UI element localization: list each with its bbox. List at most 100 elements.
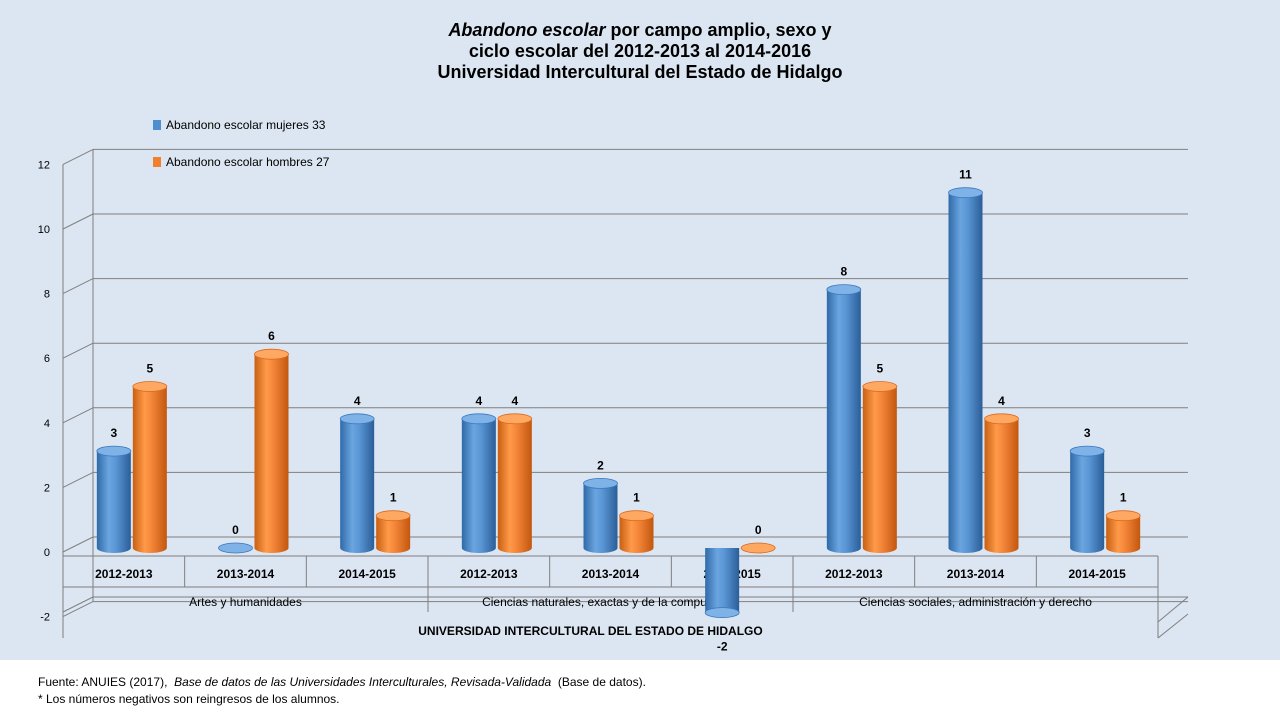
bar-top: [984, 413, 1019, 425]
chart-title-line1: Abandono escolar por campo amplio, sexo …: [0, 20, 1280, 41]
bar-body: [254, 354, 289, 553]
data-label: 5: [876, 362, 883, 376]
category-label: 2014-2015: [338, 567, 396, 581]
category-floor-edge: [1157, 613, 1189, 639]
chart-title-line3: Universidad Intercultural del Estado de …: [437, 62, 843, 82]
gridline-side: [62, 278, 94, 295]
bar-top: [461, 413, 497, 425]
category-label: 2013-2014: [582, 567, 640, 581]
floor-left-edge: [62, 596, 94, 613]
footer-source-title: Base de datos de las Universidades Inter…: [174, 675, 552, 689]
data-label: 4: [354, 394, 361, 408]
category-label: 2013-2014: [217, 567, 275, 581]
bar-top: [862, 381, 898, 392]
data-label: 1: [1120, 491, 1127, 505]
bar-top: [96, 445, 132, 457]
gridline-side: [62, 148, 94, 165]
bar-body: [340, 418, 375, 553]
data-label: 6: [268, 329, 275, 343]
bar-top: [497, 413, 533, 425]
data-label: 4: [998, 394, 1005, 408]
data-label: 4: [475, 394, 482, 408]
bar-body: [1070, 451, 1105, 553]
legend-swatch: [153, 157, 161, 167]
data-label: 1: [390, 491, 397, 505]
gridline-side: [62, 601, 94, 618]
y-tick-label: 8: [44, 289, 50, 301]
bar-body: [497, 418, 532, 553]
y-tick-label: 6: [44, 353, 50, 365]
y-tick-label: -2: [40, 612, 50, 624]
bar-top: [619, 510, 654, 522]
data-label: 0: [232, 523, 239, 537]
bar-top: [375, 510, 411, 522]
data-label: -2: [717, 640, 728, 654]
bar-body: [96, 451, 131, 553]
category-label: 2012-2013: [95, 567, 153, 581]
bar-body: [862, 386, 897, 553]
group-label: Ciencias sociales, administración y dere…: [859, 595, 1092, 609]
outer-category-label: UNIVERSIDAD INTERCULTURAL DEL ESTADO DE …: [418, 624, 762, 638]
bar-top: [826, 284, 862, 296]
y-tick-label: 0: [44, 547, 50, 559]
bar-body: [461, 418, 496, 553]
gridline-side: [62, 407, 94, 424]
data-label: 0: [755, 523, 762, 537]
bar-top: [132, 381, 168, 392]
footer-source: Fuente: ANUIES (2017), Base de datos de …: [38, 674, 646, 691]
data-label: 5: [146, 362, 153, 376]
y-tick-label: 4: [44, 418, 50, 430]
bar-top: [740, 542, 776, 554]
category-label: 2013-2014: [947, 567, 1005, 581]
legend-swatch: [153, 120, 161, 130]
bar-body: [705, 548, 740, 618]
bar-body: [132, 386, 167, 553]
data-label: 3: [110, 426, 117, 440]
gridline-side: [62, 471, 94, 488]
footer-prefix: Fuente: ANUIES (2017),: [38, 675, 168, 689]
bar-top: [1069, 445, 1105, 457]
bar-top: [583, 477, 618, 489]
bar-top: [218, 542, 253, 554]
bar-top: [254, 348, 289, 360]
bar-body: [826, 289, 861, 553]
bar-body: [984, 418, 1019, 553]
data-label: 1: [633, 491, 640, 505]
bar-body: [948, 192, 983, 553]
data-label: 4: [511, 394, 518, 408]
footer-suffix: (Base de datos).: [557, 675, 646, 689]
chart-title-italic: Abandono escolar: [448, 20, 606, 40]
bar-top: [339, 413, 375, 425]
floor-right-edge: [1157, 596, 1189, 623]
y-tick-label: 12: [38, 159, 50, 171]
gridline-side: [62, 213, 94, 230]
chart-title-rest: por campo amplio, sexo y: [610, 20, 832, 40]
bar-top: [948, 187, 983, 199]
bar-body: [583, 483, 618, 553]
footer: Fuente: ANUIES (2017), Base de datos de …: [38, 674, 646, 708]
bar-body: [619, 515, 654, 553]
category-label: 2012-2013: [825, 567, 883, 581]
chart-area: Abandono escolar por campo amplio, sexo …: [0, 0, 1280, 660]
data-label: 11: [959, 168, 972, 182]
bar-top: [704, 607, 740, 618]
category-label: 2012-2013: [460, 567, 518, 581]
data-label: 3: [1084, 426, 1091, 440]
category-label: 2014-2015: [1068, 567, 1126, 581]
gridline-side: [62, 342, 94, 359]
bar-body: [1106, 515, 1141, 553]
chart-title-line2: ciclo escolar del 2012-2013 al 2014-2016: [468, 41, 812, 61]
y-tick-label: 2: [44, 482, 50, 494]
group-label: Ciencias naturales, exactas y de la comp…: [482, 595, 739, 609]
data-label: 2: [597, 458, 604, 472]
bar-top: [1105, 510, 1141, 522]
legend-label: Abandono escolar hombres 27: [166, 155, 330, 169]
gridline-side: [62, 536, 94, 553]
y-tick-label: 10: [38, 224, 50, 236]
bar-body: [376, 515, 411, 553]
group-label: Artes y humanidades: [189, 595, 302, 609]
data-label: 8: [840, 265, 847, 279]
legend-label: Abandono escolar mujeres 33: [166, 118, 326, 132]
footer-note: * Los números negativos son reingresos d…: [38, 692, 340, 706]
